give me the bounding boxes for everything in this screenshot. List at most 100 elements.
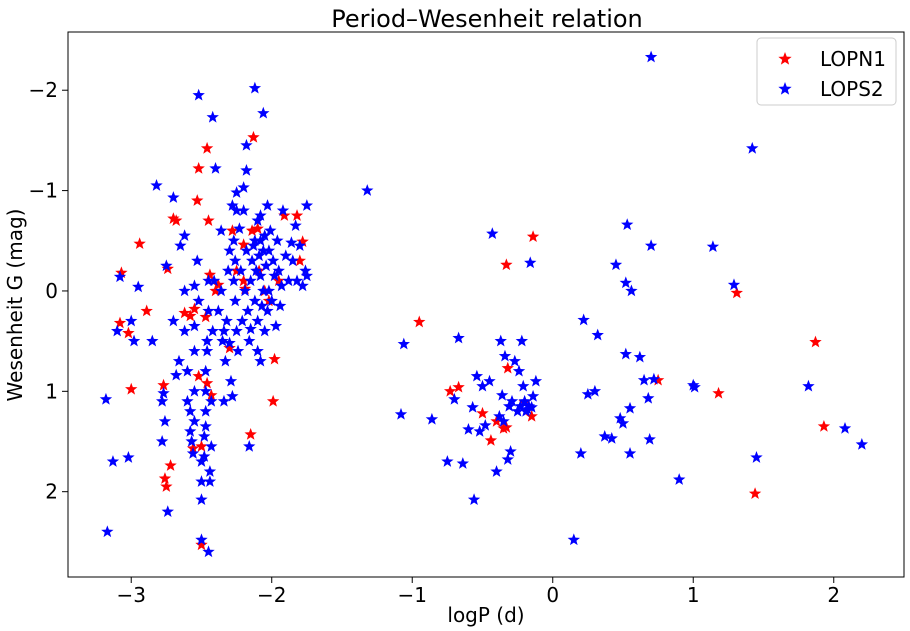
data-point-lops2 <box>605 431 618 444</box>
legend-items: LOPN1 LOPS2 <box>778 47 886 101</box>
data-point-lops2 <box>203 475 217 487</box>
data-point-lops2 <box>296 279 309 292</box>
data-point-lops2 <box>361 184 374 196</box>
data-point-lopn1 <box>296 235 309 248</box>
data-point-lops2 <box>127 334 141 347</box>
data-point-lopn1 <box>268 352 281 365</box>
x-tick-label: −2 <box>257 583 286 607</box>
x-tick-label: 2 <box>827 583 840 607</box>
data-point-lopn1 <box>202 214 215 226</box>
data-point-lops2 <box>181 364 194 377</box>
data-point-lops2 <box>221 264 235 277</box>
data-point-lops2 <box>223 336 236 349</box>
data-point-lops2 <box>125 314 138 327</box>
data-point-lops2 <box>625 284 638 297</box>
data-point-lops2 <box>262 284 276 297</box>
data-point-lops2 <box>110 324 124 337</box>
data-point-lops2 <box>240 164 253 176</box>
data-point-lops2 <box>230 186 243 198</box>
data-point-lops2 <box>258 229 271 242</box>
data-point-lops2 <box>202 274 215 287</box>
data-point-lops2 <box>275 279 288 292</box>
data-point-lops2 <box>609 258 623 271</box>
data-point-lops2 <box>216 334 229 347</box>
data-point-lops2 <box>181 394 194 407</box>
data-point-lops2 <box>200 334 214 347</box>
data-point-lops2 <box>282 274 295 287</box>
data-point-lops2 <box>394 407 408 420</box>
data-point-lops2 <box>299 264 312 277</box>
data-point-lops2 <box>257 106 270 119</box>
data-point-lops2 <box>272 264 285 277</box>
data-point-lops2 <box>397 337 410 350</box>
data-point-lops2 <box>619 347 632 360</box>
data-point-lops2 <box>261 199 274 211</box>
data-point-lops2 <box>195 475 208 487</box>
data-point-lops2 <box>106 455 120 467</box>
data-point-lops2 <box>214 224 228 236</box>
data-point-lops2 <box>203 465 217 477</box>
data-point-lops2 <box>273 299 287 312</box>
x-tick-label: −3 <box>116 583 145 607</box>
data-point-lops2 <box>279 249 292 262</box>
data-point-lops2 <box>234 264 247 277</box>
data-point-lops2 <box>191 254 204 267</box>
data-point-lops2 <box>567 533 580 546</box>
data-point-lops2 <box>289 219 302 231</box>
data-point-lops2 <box>838 421 852 434</box>
data-point-lops2 <box>637 373 651 386</box>
data-point-lops2 <box>245 254 259 267</box>
data-point-lops2 <box>178 229 191 242</box>
data-point-lops2 <box>688 380 701 393</box>
data-point-lopn1 <box>500 258 513 271</box>
data-point-lops2 <box>490 465 503 477</box>
data-point-lops2 <box>155 394 169 407</box>
data-point-lopn1 <box>452 380 465 393</box>
data-point-lops2 <box>514 399 527 412</box>
data-point-lopn1 <box>195 440 208 452</box>
data-point-lops2 <box>157 386 170 399</box>
data-point-lops2 <box>255 299 269 312</box>
data-point-lops2 <box>262 244 276 257</box>
data-point-lops2 <box>300 269 314 282</box>
data-point-lops2 <box>642 391 655 404</box>
data-point-lops2 <box>150 179 163 191</box>
data-point-lops2 <box>746 141 759 154</box>
data-point-lops2 <box>643 433 656 445</box>
data-point-lopn1 <box>195 538 208 551</box>
data-point-lops2 <box>265 294 278 307</box>
data-point-lops2 <box>174 239 187 252</box>
data-point-lops2 <box>236 314 249 327</box>
data-point-lopn1 <box>526 230 540 243</box>
data-point-lops2 <box>466 400 479 413</box>
data-point-lops2 <box>271 234 284 247</box>
data-point-lopn1 <box>484 434 498 446</box>
data-point-lopn1 <box>133 237 146 250</box>
data-point-lopn1 <box>157 378 170 391</box>
data-point-lops2 <box>269 319 283 332</box>
data-point-lops2 <box>524 256 537 269</box>
data-point-lops2 <box>623 401 637 414</box>
data-point-lops2 <box>498 349 512 362</box>
data-point-lops2 <box>243 334 256 347</box>
data-point-lops2 <box>244 322 257 335</box>
data-point-lops2 <box>257 244 270 257</box>
legend-label-lops2: LOPS2 <box>820 77 884 101</box>
data-point-lopn1 <box>817 419 831 432</box>
data-point-lops2 <box>195 493 208 505</box>
data-point-lops2 <box>706 240 720 253</box>
legend-marker-lopn1 <box>778 52 792 65</box>
data-point-lopn1 <box>226 224 239 236</box>
data-point-lopn1 <box>730 286 743 299</box>
data-point-lops2 <box>441 455 454 467</box>
plot-frame <box>67 31 905 578</box>
y-tick-label: 0 <box>45 279 58 303</box>
x-axis: −3 −2 −1 0 1 2 <box>116 577 840 607</box>
data-point-lops2 <box>515 334 529 347</box>
y-tick-label: −2 <box>29 78 58 102</box>
data-point-lops2 <box>184 404 197 417</box>
data-point-lops2 <box>227 274 240 287</box>
data-point-lops2 <box>188 344 201 357</box>
data-point-lops2 <box>199 384 212 397</box>
